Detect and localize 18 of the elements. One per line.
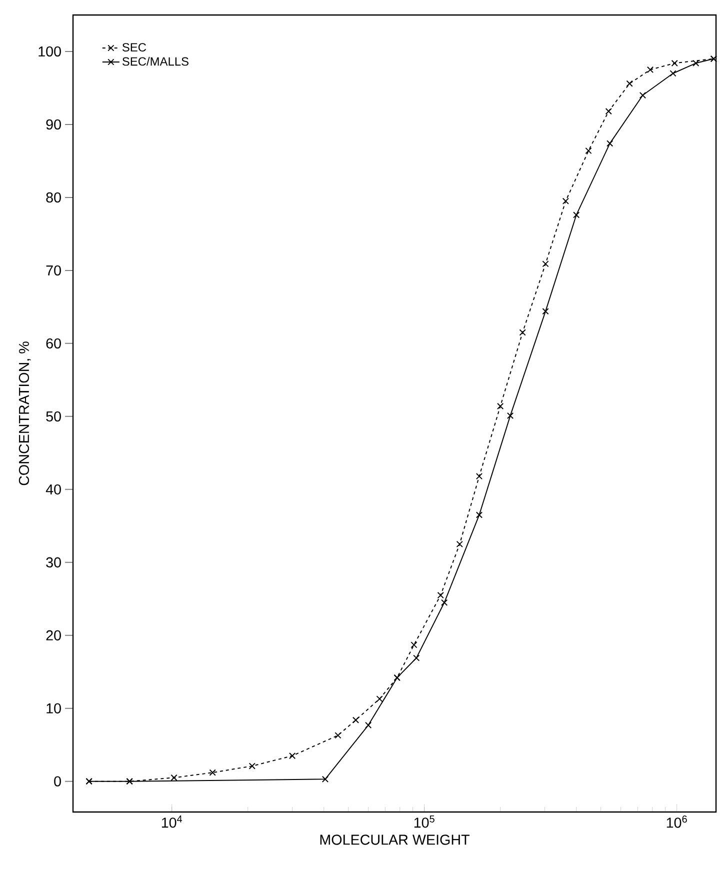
y-tick-label: 40 [46,484,61,494]
x-axis-title: MOLECULAR WEIGHT [320,834,470,845]
y-tick-label: 30 [46,557,61,568]
y-tick-label: 80 [46,192,61,203]
legend-label: SEC [122,43,146,52]
x-tick-label: 10$^{5}$ [414,816,434,828]
y-tick-label: 10 [46,703,61,714]
y-tick-label: 100 [38,46,61,57]
y-tick-label: 90 [46,119,61,130]
x-tick-label: 10$^{4}$ [162,816,182,828]
y-tick-label: 0 [54,776,61,786]
legend-label: SEC/MALLS [122,56,188,66]
y-tick-label: 20 [46,630,61,640]
y-tick-label: 60 [46,338,61,349]
x-tick-label: 10$^{6}$ [666,816,687,828]
y-tick-label: 70 [46,265,61,276]
y-tick-label: 50 [46,411,61,422]
y-axis-title: CONCENTRATION, % [18,342,31,486]
